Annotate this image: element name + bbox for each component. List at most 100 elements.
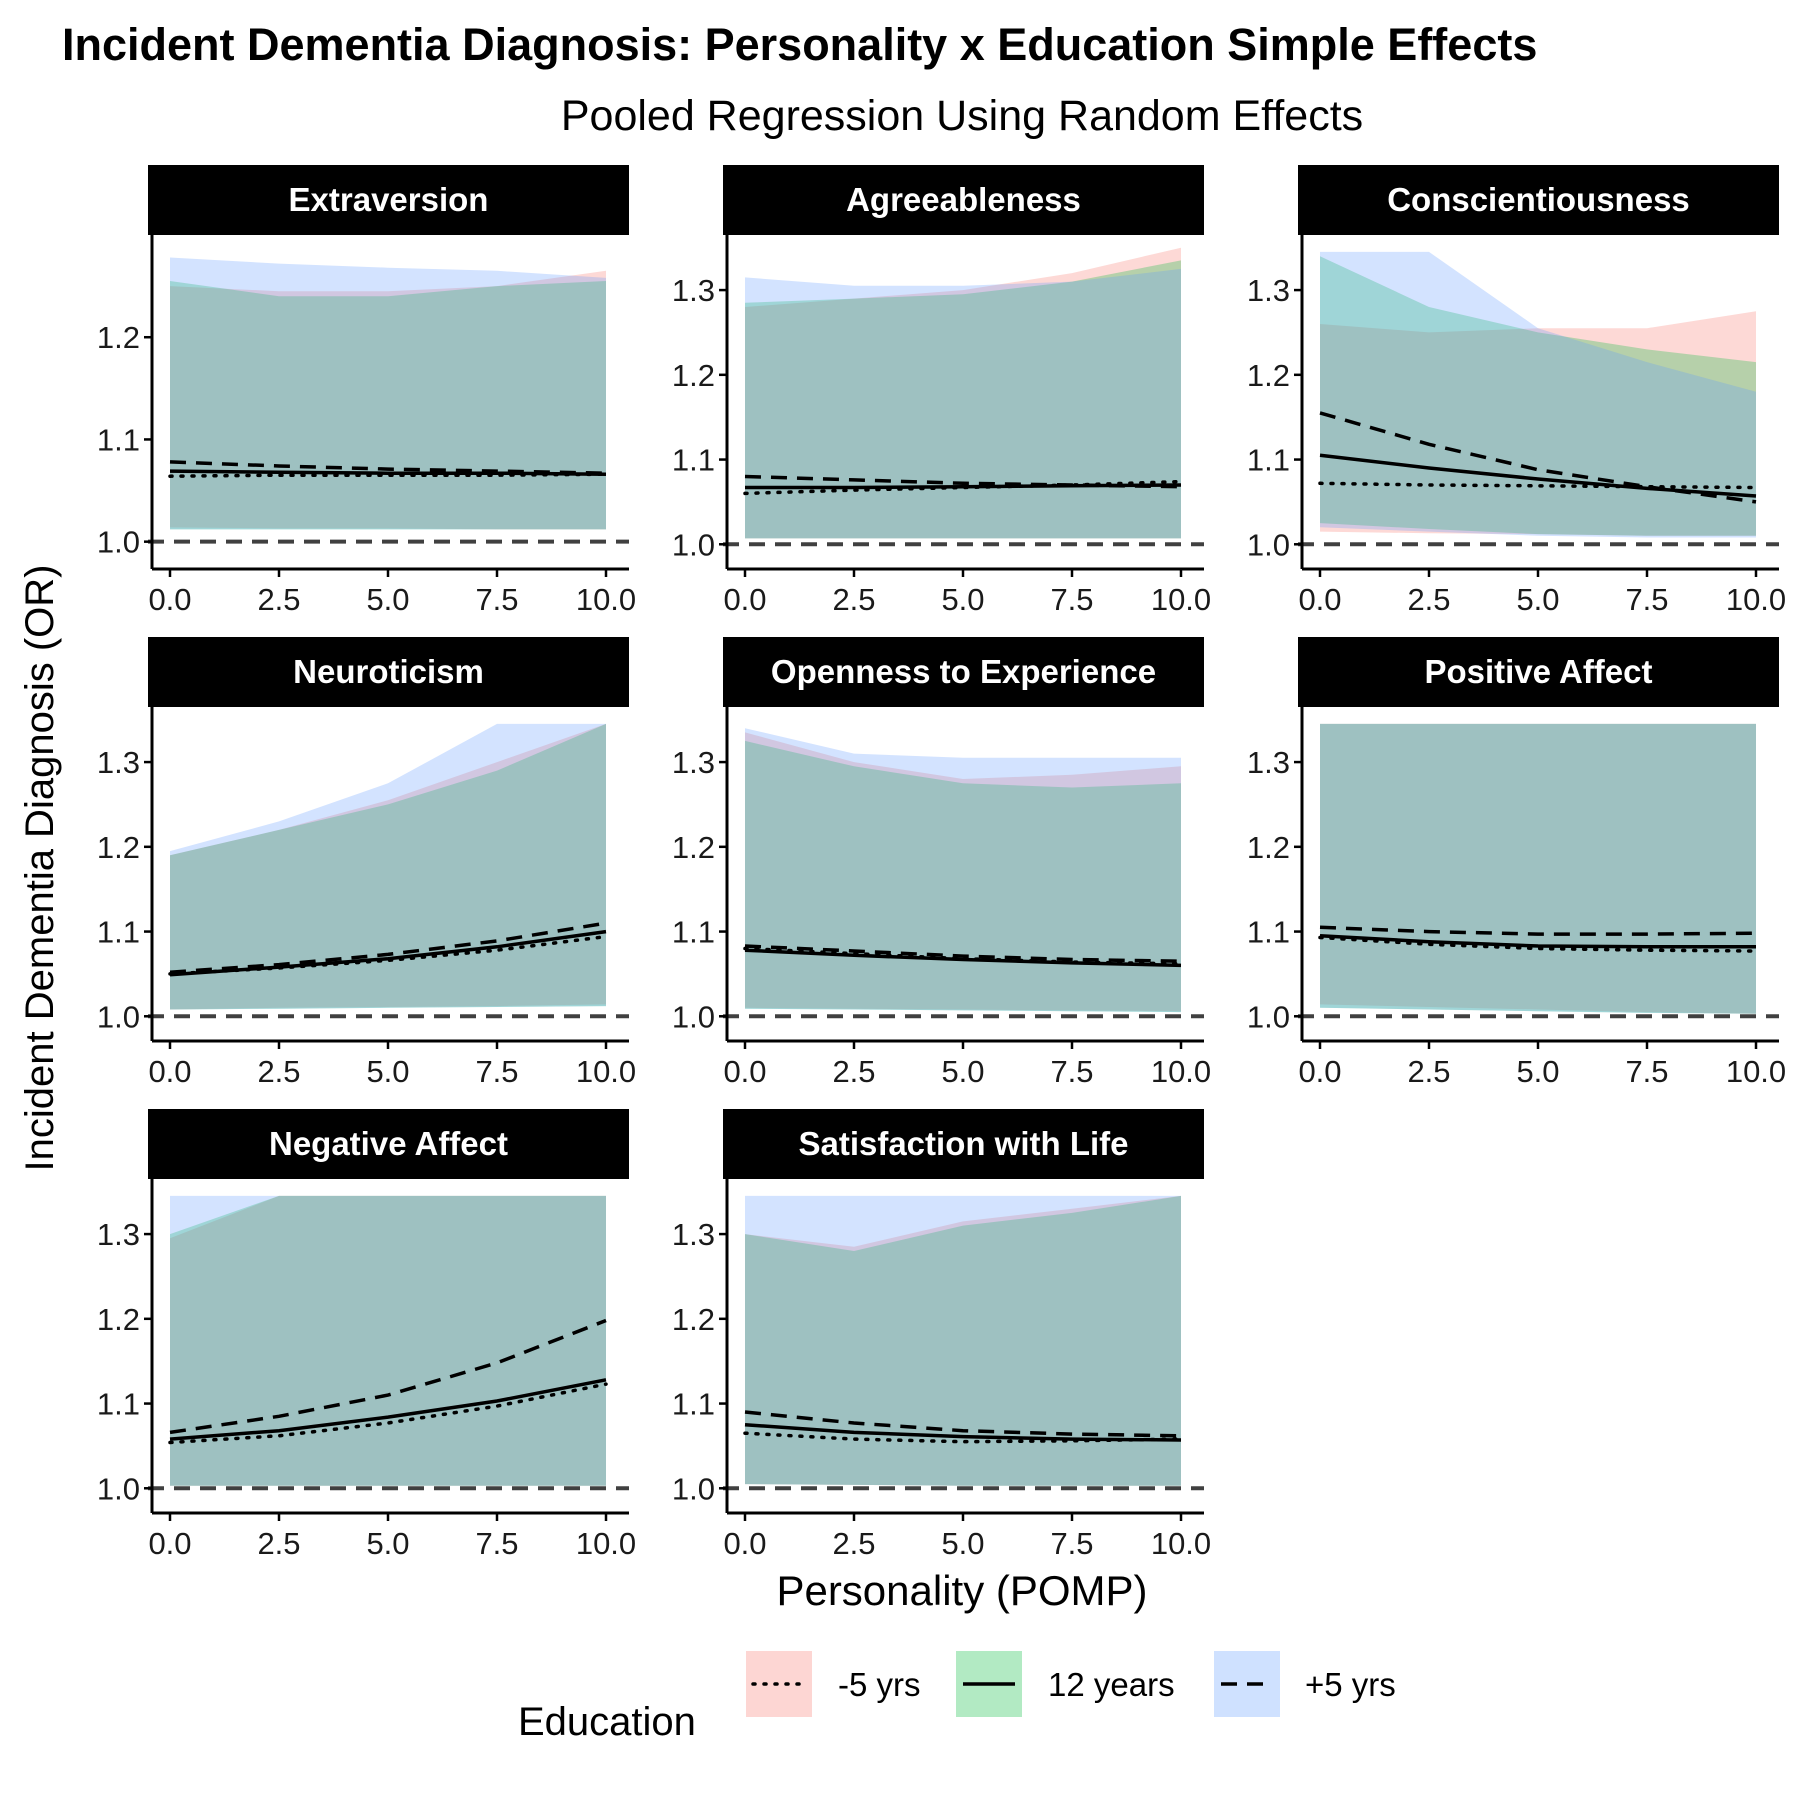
x-tick-label-extraversion: 2.5 — [257, 582, 300, 617]
legend-label-5-yrs: +5 yrs — [1305, 1666, 1396, 1703]
strip-openness-to-experience — [723, 637, 1204, 707]
ribbon-negative-affect-5-yrs — [170, 1195, 606, 1486]
strip-label-neuroticism: Neuroticism — [293, 653, 484, 690]
x-tick-label-extraversion: 7.5 — [475, 582, 518, 617]
ribbon-positive-affect-5-yrs — [1320, 723, 1756, 1014]
x-tick-label-extraversion: 10.0 — [576, 582, 636, 617]
legend: Education -5 yrs 12 years +5 yrs — [518, 1651, 1396, 1744]
legend-label-12-years: 12 years — [1048, 1666, 1175, 1703]
y-tick-label-neuroticism: 1.3 — [97, 745, 140, 780]
x-tick-label-neuroticism: 7.5 — [475, 1054, 518, 1089]
strip-label-agreeableness: Agreeableness — [846, 181, 1081, 218]
panel-neuroticism: Neuroticism 1.0 1.1 1.2 1.3 0.0 2.5 5.0 7.5 10.0 — [97, 637, 636, 1089]
line-neuroticism-5-yrs — [169, 921, 607, 974]
y-tick-label-agreeableness: 1.2 — [672, 358, 715, 393]
y-tick-label-extraversion: 1.0 — [97, 525, 140, 560]
x-tick-label-agreeableness: 2.5 — [832, 582, 875, 617]
y-tick-label-openness-to-experience: 1.2 — [672, 830, 715, 865]
ribbon-extraversion-5-yrs — [170, 257, 606, 530]
x-axis-title: Personality (POMP) — [776, 1567, 1147, 1614]
x-tick-label-conscientiousness: 7.5 — [1625, 582, 1668, 617]
ribbon-neuroticism-12-years — [170, 723, 606, 1010]
plot-area-neuroticism — [148, 723, 629, 1019]
x-tick-label-negative-affect: 0.0 — [148, 1526, 191, 1561]
y-tick-label-conscientiousness: 1.0 — [1247, 527, 1290, 562]
y-tick-label-negative-affect: 1.2 — [97, 1302, 140, 1337]
panel-extraversion: Extraversion 1.0 1.1 1.2 0.0 2.5 5.0 7.5 10.0 — [97, 165, 636, 617]
x-tick-label-satisfaction-with-life: 10.0 — [1151, 1526, 1211, 1561]
strip-neuroticism — [148, 637, 629, 707]
line-negative-affect-5-yrs — [168, 1382, 608, 1445]
line-negative-affect-5-yrs — [169, 1318, 607, 1435]
y-tick-label-satisfaction-with-life: 1.0 — [672, 1471, 715, 1506]
y-tick-label-negative-affect: 1.1 — [97, 1387, 140, 1422]
y-tick-label-neuroticism: 1.2 — [97, 830, 140, 865]
strip-label-openness-to-experience: Openness to Experience — [771, 653, 1156, 690]
ribbon-satisfaction-with-life-12-years — [745, 1195, 1181, 1486]
x-tick-label-conscientiousness: 0.0 — [1298, 582, 1341, 617]
ribbon-satisfaction-with-life-5-yrs — [745, 1195, 1181, 1486]
plot-area-conscientiousness — [1298, 251, 1779, 547]
y-tick-label-negative-affect: 1.0 — [97, 1471, 140, 1506]
y-axis-title: Incident Dementia Diagnosis (OR) — [18, 565, 62, 1172]
x-tick-label-neuroticism: 2.5 — [257, 1054, 300, 1089]
x-tick-label-neuroticism: 0.0 — [148, 1054, 191, 1089]
line-negative-affect-12-years — [169, 1378, 607, 1441]
y-tick-label-conscientiousness: 1.1 — [1247, 443, 1290, 478]
ribbon-agreeableness-5-yrs — [745, 268, 1181, 539]
ribbon-conscientiousness-5-yrs — [1320, 251, 1756, 538]
strip-extraversion — [148, 165, 629, 235]
panel-agreeableness: Agreeableness 1.0 1.1 1.2 1.3 0.0 2.5 5.0 7.5 10.… — [672, 165, 1211, 617]
x-tick-label-conscientiousness: 5.0 — [1516, 582, 1559, 617]
plot-area-openness-to-experience — [723, 728, 1204, 1019]
line-positive-affect-12-years — [1319, 934, 1756, 949]
line-satisfaction-with-life-12-years — [744, 1422, 1182, 1442]
panel-positive-affect: Positive Affect 1.0 1.1 1.2 1.3 0.0 2.5 5.0 7.5 1… — [1247, 637, 1786, 1089]
x-tick-label-satisfaction-with-life: 0.0 — [723, 1526, 766, 1561]
strip-label-satisfaction-with-life: Satisfaction with Life — [798, 1125, 1128, 1162]
x-tick-label-neuroticism: 5.0 — [366, 1054, 409, 1089]
x-tick-label-negative-affect: 10.0 — [576, 1526, 636, 1561]
ribbon-agreeableness-5-yrs — [745, 247, 1181, 539]
x-tick-label-openness-to-experience: 10.0 — [1151, 1054, 1211, 1089]
chart-title: Incident Dementia Diagnosis: Personality… — [62, 19, 1537, 70]
x-tick-label-conscientiousness: 2.5 — [1407, 582, 1450, 617]
plot-area-extraversion — [148, 257, 629, 544]
legend-key-5-yrs — [746, 1651, 812, 1717]
line-agreeableness-12-years — [745, 483, 1182, 490]
chart-subtitle: Pooled Regression Using Random Effects — [561, 92, 1363, 140]
y-tick-label-agreeableness: 1.3 — [672, 273, 715, 308]
ribbon-conscientiousness-12-years — [1320, 256, 1756, 536]
strip-negative-affect — [148, 1109, 629, 1179]
x-tick-label-positive-affect: 5.0 — [1516, 1054, 1559, 1089]
x-tick-label-negative-affect: 7.5 — [475, 1526, 518, 1561]
ribbon-agreeableness-12-years — [745, 260, 1181, 539]
y-tick-label-satisfaction-with-life: 1.3 — [672, 1217, 715, 1252]
y-tick-label-satisfaction-with-life: 1.1 — [672, 1387, 715, 1422]
ribbon-conscientiousness-5-yrs — [1320, 311, 1756, 536]
panel-conscientiousness: Conscientiousness 1.0 1.1 1.2 1.3 0.0 2.5 5.0 7.… — [1247, 165, 1786, 617]
y-tick-label-positive-affect: 1.3 — [1247, 745, 1290, 780]
y-tick-label-openness-to-experience: 1.1 — [672, 915, 715, 950]
x-tick-label-satisfaction-with-life: 5.0 — [941, 1526, 984, 1561]
plot-area-agreeableness — [723, 247, 1204, 547]
y-tick-label-conscientiousness: 1.2 — [1247, 358, 1290, 393]
ribbon-neuroticism-5-yrs — [170, 723, 606, 1010]
y-tick-label-negative-affect: 1.3 — [97, 1217, 140, 1252]
y-tick-label-positive-affect: 1.2 — [1247, 830, 1290, 865]
x-tick-label-satisfaction-with-life: 7.5 — [1050, 1526, 1093, 1561]
strip-label-negative-affect: Negative Affect — [269, 1125, 508, 1162]
x-tick-label-positive-affect: 0.0 — [1298, 1054, 1341, 1089]
line-positive-affect-5-yrs — [1319, 925, 1757, 936]
x-tick-label-positive-affect: 7.5 — [1625, 1054, 1668, 1089]
x-tick-label-openness-to-experience: 0.0 — [723, 1054, 766, 1089]
panel-openness-to-experience: Openness to Experience 1.0 1.1 1.2 1.3 0.0 2.5… — [672, 637, 1211, 1089]
strip-conscientiousness — [1298, 165, 1779, 235]
x-tick-label-extraversion: 0.0 — [148, 582, 191, 617]
ribbon-openness-to-experience-12-years — [745, 740, 1181, 1013]
legend-title: Education — [518, 1700, 696, 1744]
ribbon-openness-to-experience-5-yrs — [745, 732, 1181, 1012]
x-tick-label-conscientiousness: 10.0 — [1726, 582, 1786, 617]
y-tick-label-agreeableness: 1.1 — [672, 443, 715, 478]
